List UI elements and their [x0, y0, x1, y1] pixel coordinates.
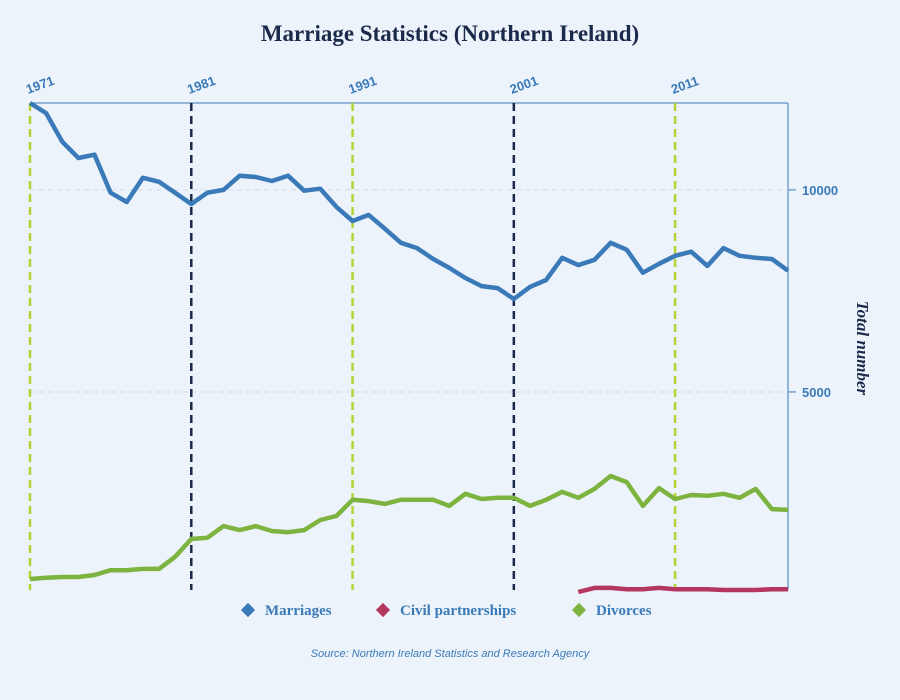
y-axis-title: Total number: [853, 301, 872, 396]
y-tick-label: 10000: [802, 183, 838, 198]
series-line: [28, 101, 790, 302]
x-tick-label: 1971: [24, 73, 56, 97]
x-tick-label: 1991: [346, 73, 378, 97]
legend-marker: [571, 602, 587, 618]
x-tick-label: 1981: [185, 73, 217, 97]
legend-marker: [240, 602, 256, 618]
x-tick-label: 2011: [669, 73, 701, 97]
legend-label: Marriages: [265, 603, 332, 619]
chart-title: Marriage Statistics (Northern Ireland): [261, 21, 639, 46]
series-line: [29, 473, 789, 582]
legend-marker: [375, 602, 391, 618]
legend-label: Divorces: [596, 603, 652, 619]
series-line: [577, 585, 788, 595]
source-note: Source: Northern Ireland Statistics and …: [311, 648, 591, 660]
y-tick-label: 5000: [802, 385, 831, 400]
legend-label: Civil partnerships: [400, 603, 516, 619]
x-tick-label: 2001: [508, 73, 540, 97]
